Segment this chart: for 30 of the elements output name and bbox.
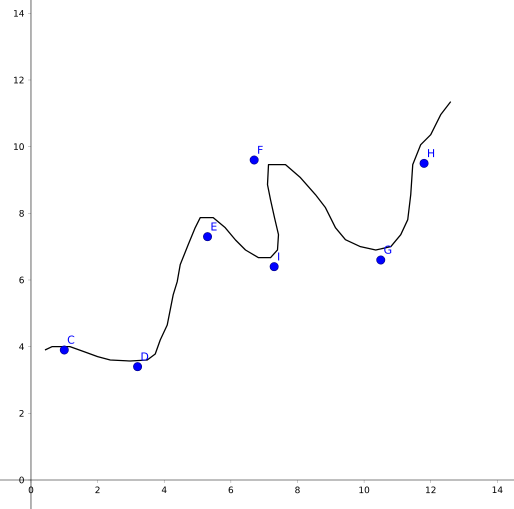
x-tick-label: 6 — [228, 486, 234, 494]
y-tick-label: 8 — [19, 210, 24, 217]
x-tick-label: 14 — [492, 486, 503, 494]
point — [270, 262, 279, 272]
point — [376, 256, 386, 264]
y-tick-label: 14 — [14, 10, 24, 17]
annotation: D — [142, 352, 148, 360]
annotation: E — [211, 222, 217, 230]
point — [133, 362, 142, 372]
annotation: F — [258, 146, 263, 154]
annotation: H — [428, 149, 434, 158]
annotation: I — [278, 252, 280, 260]
x-tick-label: 10 — [359, 486, 370, 494]
point — [250, 156, 259, 164]
y-tick-label: 12 — [14, 76, 24, 84]
point — [420, 158, 429, 168]
point — [203, 232, 212, 242]
y-tick-label: 0 — [19, 476, 24, 484]
x-tick-label: 8 — [295, 486, 300, 494]
y-tick-label: 4 — [19, 343, 24, 350]
x-tick-label: 2 — [95, 486, 100, 494]
line-series — [44, 101, 452, 362]
annotation: C — [68, 336, 74, 344]
y-tick-label: 6 — [19, 276, 24, 284]
annotation: G — [384, 246, 392, 254]
y-tick-label: 10 — [14, 143, 24, 150]
y-tick-label: 2 — [19, 410, 24, 417]
x-tick-label: 4 — [162, 486, 167, 494]
x-tick-label: 12 — [426, 486, 436, 494]
point — [60, 346, 69, 354]
